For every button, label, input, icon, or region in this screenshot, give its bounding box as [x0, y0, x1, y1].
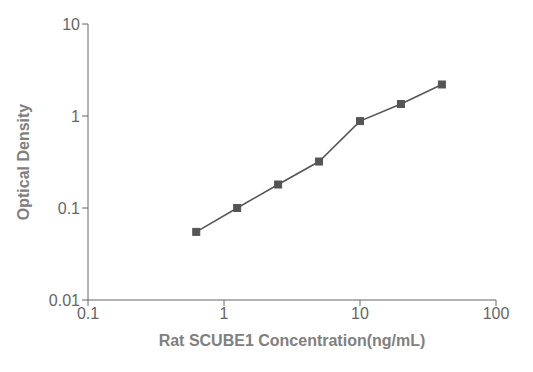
svg-text:0.1: 0.1 [77, 305, 99, 322]
svg-text:10: 10 [62, 16, 80, 33]
svg-text:Optical Density: Optical Density [15, 104, 32, 221]
svg-text:1: 1 [220, 305, 229, 322]
svg-text:10: 10 [351, 305, 369, 322]
svg-text:100: 100 [483, 305, 510, 322]
svg-text:1: 1 [71, 108, 80, 125]
svg-text:Rat SCUBE1 Concentration(ng/mL: Rat SCUBE1 Concentration(ng/mL) [159, 332, 426, 349]
svg-text:0.01: 0.01 [49, 292, 80, 309]
svg-text:0.1: 0.1 [58, 200, 80, 217]
